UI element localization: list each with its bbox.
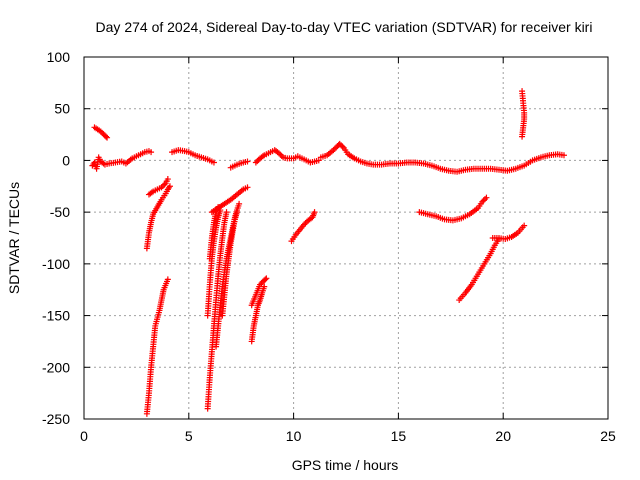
data-point	[166, 183, 173, 190]
y-tick-label: -250	[42, 411, 70, 427]
data-point	[252, 159, 259, 166]
x-tick-label: 20	[495, 428, 511, 444]
data-point	[148, 149, 155, 156]
data-point	[103, 133, 110, 140]
data-point	[161, 181, 168, 188]
data-point	[521, 222, 528, 229]
data-point	[301, 221, 308, 228]
data-point	[330, 147, 337, 154]
data-point	[164, 276, 171, 283]
x-tick-label: 25	[600, 428, 616, 444]
y-tick-label: 0	[62, 152, 70, 168]
data-point	[236, 200, 243, 207]
x-tick-label: 5	[185, 428, 193, 444]
data-point	[148, 189, 155, 196]
data-point	[338, 142, 345, 149]
data-point	[479, 198, 486, 205]
data-point	[257, 281, 264, 288]
data-point	[164, 176, 171, 183]
data-point	[259, 153, 266, 160]
data-point	[97, 128, 104, 135]
y-tick-label: 50	[54, 101, 70, 117]
data-point	[560, 152, 567, 159]
data-point	[480, 197, 487, 204]
data-points	[89, 88, 567, 417]
data-point	[244, 184, 251, 191]
y-tick-label: -200	[42, 359, 70, 375]
data-point	[278, 152, 285, 159]
data-point	[483, 194, 490, 201]
x-axis-label: GPS time / hours	[292, 457, 399, 473]
y-tick-label: 100	[47, 49, 71, 65]
y-axis-label: SDTVAR / TECUs	[6, 182, 22, 294]
data-point	[244, 158, 251, 165]
data-point	[158, 184, 165, 191]
data-point	[234, 209, 241, 216]
data-point	[262, 276, 269, 283]
data-point	[263, 275, 270, 282]
data-point	[331, 145, 338, 152]
data-point	[99, 129, 106, 136]
data-point	[302, 220, 309, 227]
data-point	[275, 150, 282, 157]
data-point	[482, 196, 489, 203]
y-tick-label: -150	[42, 308, 70, 324]
axis-ticks: 0 5 10 15 20 25 100 50 0 -50 -100 -150 -200 -250	[42, 49, 616, 444]
data-point	[223, 209, 230, 216]
chart-title: Day 274 of 2024, Sidereal Day-to-day VTE…	[96, 19, 593, 35]
x-tick-label: 10	[286, 428, 302, 444]
x-tick-label: 0	[80, 428, 88, 444]
data-point	[258, 280, 265, 287]
data-point	[519, 88, 526, 95]
data-point	[261, 283, 268, 290]
data-point	[311, 209, 318, 216]
data-point	[159, 182, 166, 189]
y-tick-label: -100	[42, 256, 70, 272]
data-point	[254, 158, 261, 165]
data-point	[339, 143, 346, 150]
y-tick-label: -50	[50, 204, 70, 220]
data-point	[336, 140, 343, 147]
data-point	[277, 151, 284, 158]
data-point	[315, 157, 322, 164]
grid-lines	[84, 57, 608, 419]
x-tick-label: 15	[391, 428, 407, 444]
data-point	[104, 134, 111, 141]
plot-frame	[83, 56, 609, 420]
data-point	[210, 159, 217, 166]
